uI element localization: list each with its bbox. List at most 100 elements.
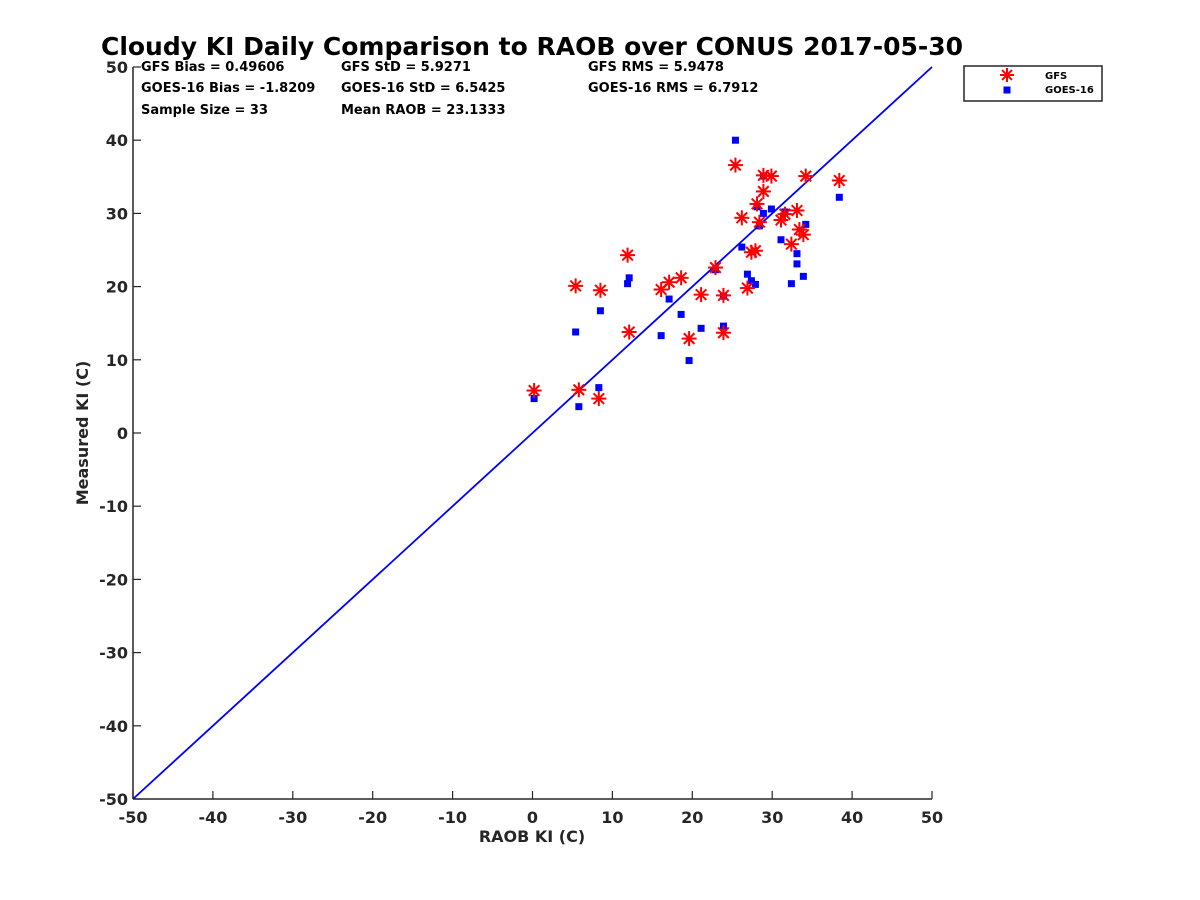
gfs-point — [661, 274, 677, 290]
goes16-point — [596, 307, 604, 315]
gfs-point — [715, 287, 731, 303]
stat-text: Sample Size = 33 — [141, 103, 268, 118]
gfs-point — [751, 214, 767, 230]
gfs-point — [749, 196, 765, 212]
x-axis-ticks: -50 -40 -30 -20 -10 0 10 20 30 40 50 — [119, 791, 943, 827]
goes16-point — [767, 205, 775, 213]
gfs-point — [592, 282, 608, 298]
legend-box — [963, 65, 1103, 102]
x-tick-label: 10 — [601, 808, 623, 827]
y-tick-label: 40 — [106, 131, 128, 150]
x-tick-label: -30 — [278, 808, 307, 827]
y-tick-label: 0 — [117, 424, 128, 443]
x-tick-label: -40 — [198, 808, 227, 827]
gfs-point — [789, 202, 805, 218]
gfs-point — [693, 287, 709, 303]
goes16-point — [743, 270, 751, 278]
gfs-point — [571, 382, 587, 398]
x-tick-label: 40 — [841, 808, 863, 827]
stat-text: GOES-16 StD = 6.5425 — [341, 81, 505, 96]
gfs-point — [591, 391, 607, 407]
y-tick-label: -40 — [99, 717, 128, 736]
y-tick-label: 50 — [106, 58, 128, 77]
goes16-point — [777, 236, 785, 244]
chart-title: Cloudy KI Daily Comparison to RAOB over … — [101, 32, 963, 61]
stat-text: GOES-16 RMS = 6.7912 — [588, 81, 758, 96]
goes16-point — [835, 193, 843, 201]
goes16-point — [747, 277, 755, 285]
goes16-point — [793, 260, 801, 268]
y-tick-label: -10 — [99, 497, 128, 516]
y-tick-label: 30 — [106, 204, 128, 223]
legend-gfs-marker — [1000, 68, 1014, 82]
x-tick-label: 30 — [761, 808, 783, 827]
gfs-point — [734, 210, 750, 226]
y-tick-label: 20 — [106, 278, 128, 297]
goes16-point — [677, 310, 685, 318]
x-tick-label: 50 — [921, 808, 943, 827]
gfs-point — [755, 183, 771, 199]
gfs-point — [755, 167, 771, 183]
goes16-point — [759, 209, 767, 217]
gfs-point — [620, 247, 636, 263]
y-axis-label: Measured KI (C) — [73, 361, 92, 506]
gfs-point — [783, 236, 799, 252]
goes16-point — [799, 272, 807, 280]
y-tick-label: -30 — [99, 644, 128, 663]
legend-gfs-asterisk — [1000, 68, 1014, 82]
goes16-point — [802, 220, 810, 228]
legend: GFS GOES-16 — [963, 65, 1103, 102]
goes16-point — [575, 403, 583, 411]
stats-box: GFS Bias = 0.49606 GFS StD = 5.9271 GFS RM… — [141, 60, 758, 118]
y-tick-label: -50 — [99, 790, 128, 809]
stat-text: GFS Bias = 0.49606 — [141, 60, 284, 75]
goes16-point — [793, 250, 801, 258]
gfs-point — [727, 157, 743, 173]
gfs-point — [795, 227, 811, 243]
plot-area — [132, 66, 933, 800]
y-tick-label: 10 — [106, 351, 128, 370]
legend-gfs-label: GFS — [1045, 71, 1067, 82]
gfs-point — [831, 172, 847, 188]
goes16-point — [657, 332, 665, 340]
one-to-one-line — [132, 66, 933, 800]
goes16-point — [625, 274, 633, 282]
x-tick-label: -50 — [119, 808, 148, 827]
x-tick-label: -10 — [438, 808, 467, 827]
stat-text: GOES-16 Bias = -1.8209 — [141, 81, 315, 96]
x-tick-label: 20 — [681, 808, 703, 827]
stat-text: GFS RMS = 5.9478 — [588, 60, 724, 75]
goes16-point — [665, 295, 673, 303]
goes16-point — [697, 324, 705, 332]
legend-goes16-label: GOES-16 — [1045, 85, 1094, 96]
goes16-point — [751, 280, 759, 288]
gfs-point — [673, 270, 689, 286]
stat-text: Mean RAOB = 23.1333 — [341, 103, 506, 118]
goes16-point — [595, 384, 603, 392]
gfs-point — [763, 168, 779, 184]
gfs-point — [526, 383, 542, 399]
goes16-point — [572, 328, 580, 336]
gfs-point — [568, 278, 584, 294]
legend-goes16-marker — [1003, 86, 1011, 94]
gfs-point — [747, 243, 763, 259]
goes16-point — [731, 136, 739, 144]
y-tick-label: -20 — [99, 570, 128, 589]
goes16-point — [530, 395, 538, 403]
goes16-point — [624, 280, 632, 288]
gfs-point — [707, 260, 723, 276]
stat-text: GFS StD = 5.9271 — [341, 60, 471, 75]
gfs-point — [798, 168, 814, 184]
x-axis-label: RAOB KI (C) — [479, 827, 585, 846]
x-tick-label: -20 — [358, 808, 387, 827]
y-axis-ticks: 50 40 30 20 10 0 -10 -20 -30 -40 -50 — [99, 58, 141, 809]
gfs-point — [777, 206, 793, 222]
gfs-point — [739, 280, 755, 296]
x-tick-label: 0 — [527, 808, 538, 827]
gfs-point — [681, 331, 697, 347]
gfs-point — [621, 324, 637, 340]
goes16-point — [787, 280, 795, 288]
gfs-point — [715, 325, 731, 341]
gfs-series — [526, 157, 847, 407]
